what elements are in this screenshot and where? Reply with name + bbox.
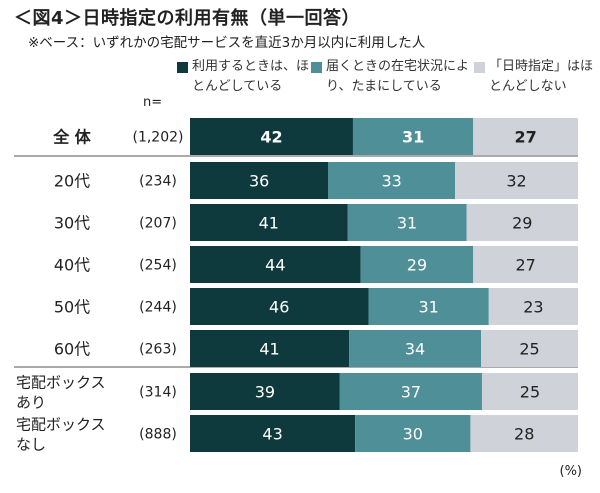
data-label-8-3: 28 — [514, 425, 534, 444]
category-label-3: 30代 — [54, 214, 90, 233]
bar-segment-3-3 — [466, 204, 578, 241]
bar-segment-7-2 — [339, 373, 482, 410]
data-label-8-2: 30 — [403, 425, 423, 444]
data-label-6-3: 25 — [519, 340, 539, 359]
bar-segment-7-1 — [190, 373, 340, 410]
bar-segment-4-1 — [190, 246, 361, 283]
data-label-3-1: 41 — [259, 214, 279, 233]
bar-segment-6-2 — [349, 330, 481, 367]
bar-segment-8-3 — [470, 415, 578, 452]
data-label-7-2: 37 — [401, 383, 421, 402]
category-label-7-line-2: あり — [16, 394, 46, 412]
legend-swatch-sometimes — [311, 62, 322, 73]
category-label-5: 50代 — [54, 298, 90, 317]
bar-segment-6-1 — [190, 330, 350, 367]
legend-label-sometimes: 届くときの在宅状況により、たまにしている — [326, 59, 470, 94]
data-label-2-2: 33 — [382, 172, 402, 191]
data-label-4-1: 44 — [265, 256, 285, 275]
n-label-1: (1,202) — [132, 130, 183, 146]
legend-item-rarely: 「日時指定」はほとんどしない — [474, 57, 600, 97]
chart-title: ＜図4＞日時指定の利用有無（単一回答） — [14, 8, 361, 29]
data-label-1-3: 27 — [514, 128, 536, 147]
legend-label-always: 利用するときは、ほとんどしている — [192, 59, 310, 94]
legend-item-always: 利用するときは、ほとんどしている — [177, 57, 310, 97]
bar-segment-2-1 — [190, 162, 329, 199]
bar-segment-3-1 — [190, 204, 348, 241]
bar-segment-1-1 — [190, 118, 353, 155]
legend-swatch-rarely — [474, 62, 485, 73]
data-label-2-1: 36 — [249, 172, 269, 191]
data-label-5-1: 46 — [269, 298, 289, 317]
n-label-6: (263) — [139, 342, 177, 358]
bar-segment-5-1 — [190, 288, 369, 325]
data-label-2-3: 32 — [506, 172, 526, 191]
n-label-7: (314) — [139, 385, 177, 401]
category-label-2: 20代 — [54, 172, 90, 191]
legend-swatch-always — [177, 62, 188, 73]
bar-segment-2-3 — [455, 162, 578, 199]
bar-segment-4-2 — [360, 246, 474, 283]
n-label-4: (254) — [139, 258, 177, 274]
bar-segment-3-2 — [347, 204, 467, 241]
bar-segment-6-3 — [481, 330, 578, 367]
data-label-3-2: 31 — [397, 214, 417, 233]
data-label-5-2: 31 — [418, 298, 438, 317]
data-label-7-3: 25 — [520, 383, 540, 402]
legend-label-rarely: 「日時指定」はほとんどしない — [489, 59, 594, 94]
category-label-8-line-2: なし — [16, 436, 46, 454]
data-label-5-3: 23 — [523, 298, 543, 317]
n-label-8: (888) — [139, 427, 177, 443]
data-label-4-2: 29 — [407, 256, 427, 275]
category-label-6: 60代 — [54, 340, 90, 359]
data-label-8-1: 43 — [262, 425, 282, 444]
category-label-7-line-1: 宅配ボックス — [16, 374, 106, 392]
n-label-2: (234) — [139, 174, 177, 190]
n-header: n= — [143, 95, 163, 110]
bar-segment-4-3 — [473, 246, 578, 283]
bar-segment-2-2 — [328, 162, 456, 199]
bar-segment-8-1 — [190, 415, 356, 452]
data-label-1-1: 42 — [260, 128, 282, 147]
legend-item-sometimes: 届くときの在宅状況により、たまにしている — [311, 57, 482, 97]
category-label-8-line-1: 宅配ボックス — [16, 416, 106, 434]
data-label-6-1: 41 — [259, 340, 279, 359]
bar-segment-1-2 — [352, 118, 474, 155]
data-label-6-2: 34 — [405, 340, 425, 359]
n-label-3: (207) — [139, 216, 177, 232]
data-label-1-2: 31 — [402, 128, 424, 147]
category-label-1: 全 体 — [52, 128, 92, 147]
data-label-7-1: 39 — [255, 383, 275, 402]
bar-segment-1-3 — [473, 118, 578, 155]
bar-segment-8-2 — [355, 415, 471, 452]
data-label-4-3: 27 — [515, 256, 535, 275]
category-label-4: 40代 — [54, 256, 90, 275]
bar-segment-5-3 — [488, 288, 578, 325]
bar-segment-5-2 — [368, 288, 489, 325]
chart-subtitle: ※ベース：いずれかの宅配サービスを直近3か月以内に利用した人 — [28, 35, 426, 51]
unit-label: (%) — [559, 464, 583, 479]
bar-segment-7-3 — [481, 373, 578, 410]
n-label-5: (244) — [139, 300, 177, 316]
data-label-3-3: 29 — [512, 214, 532, 233]
